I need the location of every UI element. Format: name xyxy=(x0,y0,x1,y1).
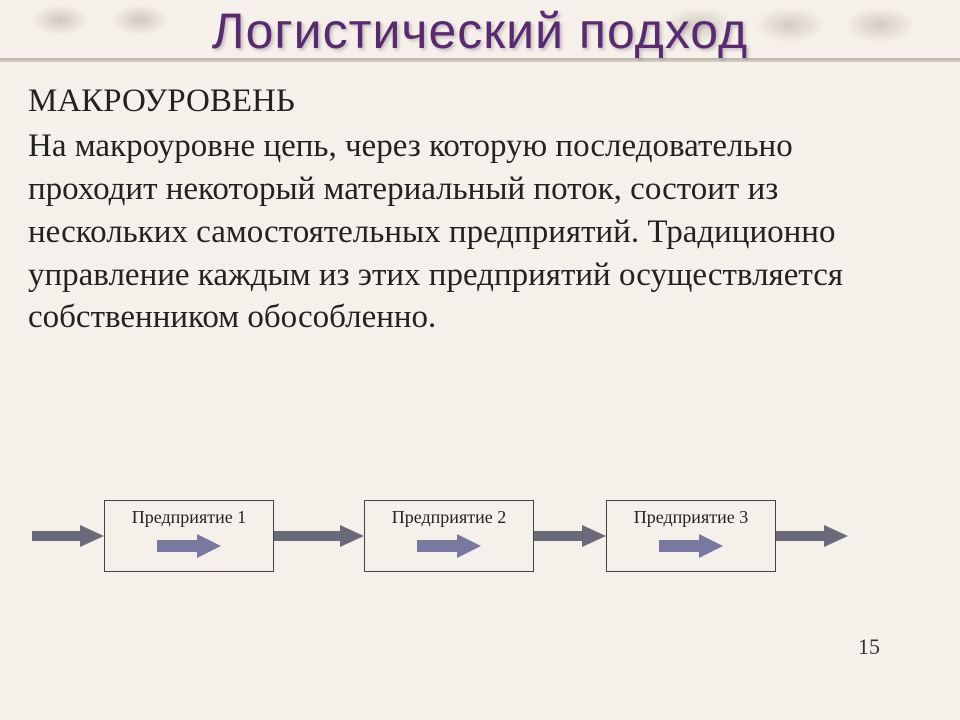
body-text: МАКРОУРОВЕНЬ На макроуровне цепь, через … xyxy=(28,80,920,339)
box-label-3: Предприятие 3 xyxy=(634,507,748,528)
box-label-2: Предприятие 2 xyxy=(392,507,506,528)
inner-arrow-icon xyxy=(659,534,723,558)
inner-arrow-icon xyxy=(417,534,481,558)
arrow-icon xyxy=(32,523,104,549)
flow-box-1: Предприятие 1 xyxy=(104,500,274,572)
flow-box-3: Предприятие 3 xyxy=(606,500,776,572)
arrow-icon xyxy=(274,523,364,549)
flow-box-2: Предприятие 2 xyxy=(364,500,534,572)
slide-title: Логистический подход xyxy=(0,2,960,60)
paragraph-text: На макроуровне цепь, через которую после… xyxy=(28,125,920,339)
section-subtitle: МАКРОУРОВЕНЬ xyxy=(28,80,920,123)
inner-arrow-icon xyxy=(157,534,221,558)
arrow-icon xyxy=(534,523,606,549)
arrow-icon xyxy=(776,523,848,549)
box-label-1: Предприятие 1 xyxy=(132,507,246,528)
page-number: 15 xyxy=(858,634,880,660)
flow-diagram: Предприятие 1 Предприятие 2 Предприятие … xyxy=(32,500,848,572)
